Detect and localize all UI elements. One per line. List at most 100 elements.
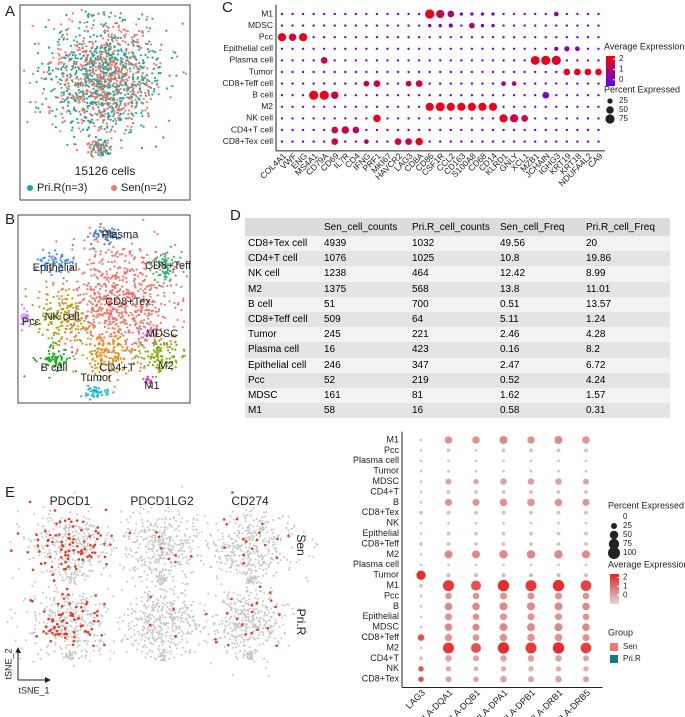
tsne-point	[90, 274, 93, 277]
tsne-point	[42, 248, 45, 251]
tsne-point	[148, 566, 151, 569]
tsne-point	[29, 540, 32, 543]
dot	[280, 94, 284, 97]
tsne-point	[175, 361, 178, 364]
tsne-point	[79, 628, 82, 631]
tsne-point	[42, 621, 45, 624]
tsne-point	[114, 78, 117, 81]
tsne-point	[34, 642, 37, 645]
dot	[565, 24, 569, 27]
tsne-point	[151, 72, 154, 75]
dot	[555, 140, 558, 143]
panel-label: D	[230, 207, 241, 224]
tsne-point-expressing	[76, 545, 79, 548]
tsne-point-expressing	[60, 562, 63, 566]
tsne-point	[70, 57, 73, 60]
dot	[344, 94, 347, 97]
tsne-point	[135, 354, 138, 358]
tsne-point	[189, 648, 192, 651]
tsne-point	[164, 516, 167, 519]
tsne-point	[36, 52, 40, 55]
size-key	[607, 98, 613, 104]
tsne-point	[29, 101, 32, 104]
tsne-point	[69, 339, 72, 342]
tsne-point	[50, 273, 53, 277]
tsne-point-expressing	[104, 508, 108, 512]
tsne-point	[43, 607, 46, 610]
tsne-point	[60, 624, 63, 627]
dot	[470, 128, 474, 132]
tsne-point	[144, 291, 147, 294]
tsne-point	[61, 116, 64, 119]
tsne-point	[127, 614, 129, 617]
tsne-point	[149, 535, 152, 538]
dot	[470, 59, 474, 62]
tsne-point	[134, 286, 137, 289]
tsne-point	[124, 33, 127, 36]
tsne-point	[52, 535, 55, 538]
tsne-point	[147, 350, 150, 353]
tsne-point	[54, 357, 57, 360]
dot	[470, 36, 474, 39]
tsne-point	[119, 87, 122, 91]
legend-title: Average Expression	[604, 41, 684, 51]
tsne-point	[66, 78, 69, 81]
tsne-point	[113, 260, 117, 263]
tsne-point	[91, 106, 95, 109]
tsne-point	[153, 90, 156, 93]
tsne-point	[107, 35, 110, 38]
tsne-point-expressing	[58, 533, 61, 536]
tsne-point	[107, 532, 110, 535]
dot	[523, 105, 526, 108]
tsne-point-expressing	[64, 550, 67, 554]
tsne-point	[141, 280, 144, 283]
tsne-point-expressing	[71, 643, 75, 647]
tsne-point-expressing	[46, 544, 49, 547]
dot	[323, 47, 326, 50]
tsne-point	[97, 12, 100, 15]
tsne-point	[68, 652, 71, 655]
tsne-point-expressing	[69, 611, 73, 615]
tsne-point	[111, 318, 114, 321]
tsne-point	[92, 147, 95, 150]
tsne-point	[116, 255, 119, 258]
tsne-point	[153, 300, 156, 304]
tsne-point	[89, 560, 91, 563]
tsne-point	[99, 144, 102, 147]
dot	[280, 24, 284, 27]
tsne-point	[103, 325, 106, 328]
dot	[407, 105, 410, 108]
tsne-point	[58, 302, 61, 305]
tsne-point	[88, 134, 91, 137]
tsne-point	[73, 665, 76, 668]
tsne-point	[90, 74, 93, 77]
tsne-point	[92, 13, 95, 17]
tsne-point	[93, 310, 96, 313]
tsne-point	[117, 90, 120, 94]
tsne-point	[166, 527, 169, 529]
tsne-point	[61, 536, 64, 539]
tsne-point	[76, 350, 79, 353]
tsne-point	[117, 24, 121, 27]
tsne-point	[88, 532, 90, 535]
tsne-point	[97, 649, 100, 652]
tsne-point	[72, 97, 75, 100]
tsne-point	[20, 647, 23, 650]
tsne-point	[119, 12, 122, 15]
dot	[502, 36, 505, 39]
tsne-point	[113, 73, 116, 76]
tsne-point	[96, 140, 99, 143]
dot	[344, 105, 347, 108]
tsne-point	[63, 640, 66, 643]
tsne-point	[48, 255, 51, 258]
tsne-point	[133, 93, 136, 96]
tsne-point-expressing	[67, 549, 71, 552]
tsne-point	[115, 39, 118, 42]
dot	[417, 105, 421, 108]
tsne-point	[124, 340, 128, 343]
dot	[428, 47, 431, 50]
tsne-point-expressing	[80, 528, 83, 532]
dot	[575, 46, 580, 52]
tsne-point	[122, 106, 125, 109]
tsne-point	[166, 284, 169, 287]
